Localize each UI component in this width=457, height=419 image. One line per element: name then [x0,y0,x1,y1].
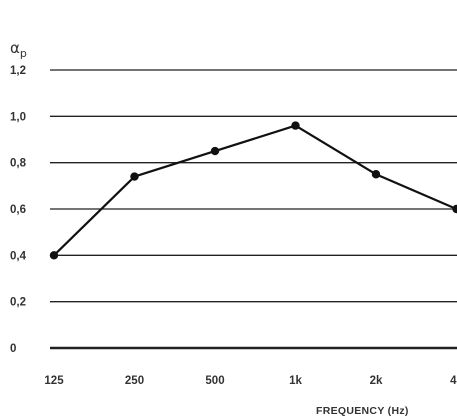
x-tick-label: 2k [370,375,383,387]
y-tick-label: 0,2 [10,297,26,309]
x-tick-labels: 125 250 500 1k 2k 4k [44,375,457,387]
gridlines [50,69,457,350]
y-axis-label-sub: p [20,47,27,60]
data-point [371,170,381,179]
x-tick-label: 500 [205,375,224,387]
y-tick-label: 0 [10,343,16,355]
data-points [49,121,457,260]
y-tick-labels: 0 0,2 0,4 0,6 0,8 1,0 1,2 [10,65,27,355]
y-tick-label: 0,6 [10,204,26,216]
series-line [53,124,457,257]
data-point [452,204,457,214]
x-tick-label: 125 [44,375,64,387]
y-tick-label: 1,2 [10,65,26,77]
x-tick-label: 1k [289,375,302,387]
y-tick-label: 1,0 [10,111,26,123]
x-tick-label: 4k [450,375,457,387]
data-point [291,121,300,130]
y-axis-label: αp [10,39,27,60]
x-axis-label: FREQUENCY (Hz) [316,405,409,417]
y-tick-label: 0,4 [10,250,27,262]
y-tick-label: 0,8 [10,158,27,170]
y-axis-label-main: α [10,39,20,57]
data-point [130,172,139,181]
x-tick-label: 250 [125,375,144,387]
data-point [210,146,220,156]
data-point [49,251,59,260]
